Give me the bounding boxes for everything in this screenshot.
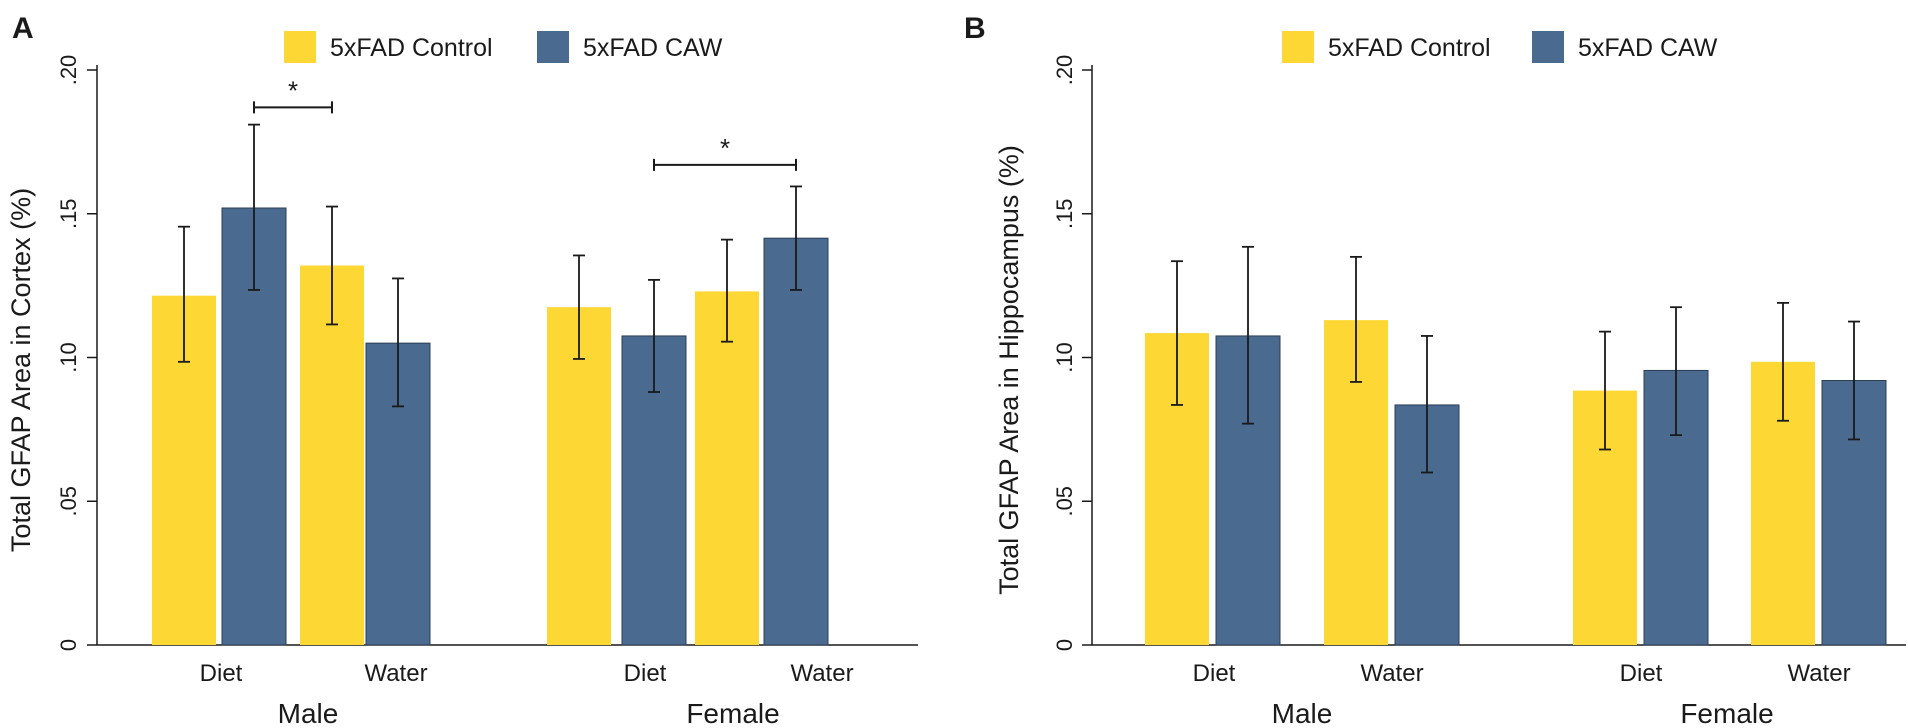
panel-a-xtick-male-diet: Diet	[200, 660, 243, 687]
panel-a-legend-caw-label: 5xFAD CAW	[583, 34, 723, 62]
panel-b-ytick-3: .15	[1052, 198, 1092, 229]
panel-b-errorbar-caw-0	[1242, 245, 1254, 425]
panel-b-ytick-label-3: .15	[1052, 198, 1077, 229]
panel-a-errorbar-control-2	[573, 254, 585, 360]
panel-a-xtick-male-water: Water	[364, 660, 427, 687]
panel-a-bar-control-1	[300, 265, 364, 645]
panel-a-significance-2: *	[653, 133, 797, 171]
panel-b-ytick-label-1: .05	[1052, 486, 1077, 517]
panel-a-legend-control-swatch	[284, 31, 316, 63]
panel-b-xtick-male-water: Water	[1360, 660, 1423, 687]
panel-a-xtick-female-diet: Diet	[624, 660, 667, 687]
panel-b-ytick-0: 0	[1052, 639, 1092, 651]
panel-a-errorbar-caw-1	[392, 277, 404, 408]
panel-b-errorbar-control-0	[1171, 260, 1183, 406]
panel-b-legend-control-swatch	[1282, 31, 1314, 63]
panel-b-legend-caw-label: 5xFAD CAW	[1578, 34, 1718, 62]
panel-a-bar-control-3	[695, 291, 759, 645]
panel-a-errorbar-caw-3	[790, 185, 802, 291]
panel-b-legend-caw-swatch	[1532, 31, 1564, 63]
panel-a-x-tick-labels: Diet Water Diet Water Male Female	[200, 660, 854, 728]
panel-b-errorbar-control-1	[1350, 255, 1362, 383]
panel-b-group-label-male: Male	[1272, 698, 1333, 728]
panel-b-y-axis-label: Total GFAP Area in Hippocampus (%)	[994, 145, 1024, 595]
panel-b-ytick-4: .20	[1052, 55, 1092, 86]
panel-b-letter: B	[964, 12, 986, 45]
panel-a-errorbar-control-1	[326, 205, 338, 326]
panel-a-errorbar-caw-2	[648, 278, 660, 393]
panel-a-legend: 5xFAD Control 5xFAD CAW	[284, 31, 723, 63]
panel-b-ytick-2: .10	[1052, 342, 1092, 373]
panel-b-errorbar-control-2	[1599, 330, 1611, 451]
panel-b-ytick-1: .05	[1052, 486, 1092, 517]
panel-b-xtick-male-diet: Diet	[1193, 660, 1236, 687]
panel-a-group-label-female: Female	[686, 698, 779, 728]
panel-a-legend-control-label: 5xFAD Control	[330, 34, 493, 62]
panel-b: B 5xFAD Control 5xFAD CAW Total GFAP Are…	[964, 12, 1906, 728]
panel-b-errorbar-caw-2	[1670, 306, 1682, 437]
panel-a-ytick-label-1: .05	[56, 486, 81, 517]
panel-b-errorbar-caw-3	[1848, 320, 1860, 441]
panel-a-errorbar-caw-0	[248, 123, 260, 291]
panel-b-errorbar-caw-1	[1421, 335, 1433, 474]
panel-b-ytick-label-0: 0	[1052, 639, 1077, 651]
panel-a-group-label-male: Male	[278, 698, 339, 728]
panel-a-ytick-label-2: .10	[56, 342, 81, 373]
panel-b-group-label-female: Female	[1680, 698, 1773, 728]
panel-a-errorbar-control-0	[178, 225, 190, 363]
panel-a-y-axis-label: Total GFAP Area in Cortex (%)	[6, 188, 36, 552]
panel-a-ytick-label-3: .15	[56, 198, 81, 229]
panel-a-letter: A	[12, 12, 34, 45]
panel-a-bar-caw-3	[763, 237, 829, 646]
panel-a-ytick-0: 0	[56, 639, 97, 651]
panel-b-xtick-female-water: Water	[1787, 660, 1850, 687]
panel-b-xtick-female-diet: Diet	[1620, 660, 1663, 687]
panel-b-legend-control-label: 5xFAD Control	[1328, 34, 1491, 62]
panel-a-significance-2-label: *	[720, 133, 730, 163]
panel-b-x-tick-labels: Diet Water Diet Water Male Female	[1193, 660, 1851, 728]
panel-b-ytick-label-2: .10	[1052, 342, 1077, 373]
panel-b-legend: 5xFAD Control 5xFAD CAW	[1282, 31, 1718, 63]
panel-a-significance-1: *	[253, 75, 333, 114]
panel-a-bar-control-2	[547, 307, 611, 645]
panel-a-xtick-female-water: Water	[790, 660, 853, 687]
panel-a-errorbar-control-3	[721, 238, 733, 343]
panel-a-ytick-1: .05	[56, 486, 97, 517]
panel-a-significance-1-label: *	[288, 75, 298, 105]
panel-a-ytick-4: .20	[56, 55, 97, 86]
panel-a-ytick-3: .15	[56, 198, 97, 229]
panel-a-legend-caw-swatch	[537, 31, 569, 63]
panel-a-ytick-2: .10	[56, 342, 97, 373]
panel-a: A 5xFAD Control 5xFAD CAW Total GFAP Are…	[6, 12, 918, 728]
panel-b-ytick-label-4: .20	[1052, 55, 1077, 86]
panel-a-ytick-label-0: 0	[56, 639, 81, 651]
panel-a-ytick-label-4: .20	[56, 55, 81, 86]
panel-b-errorbar-control-3	[1777, 301, 1789, 422]
